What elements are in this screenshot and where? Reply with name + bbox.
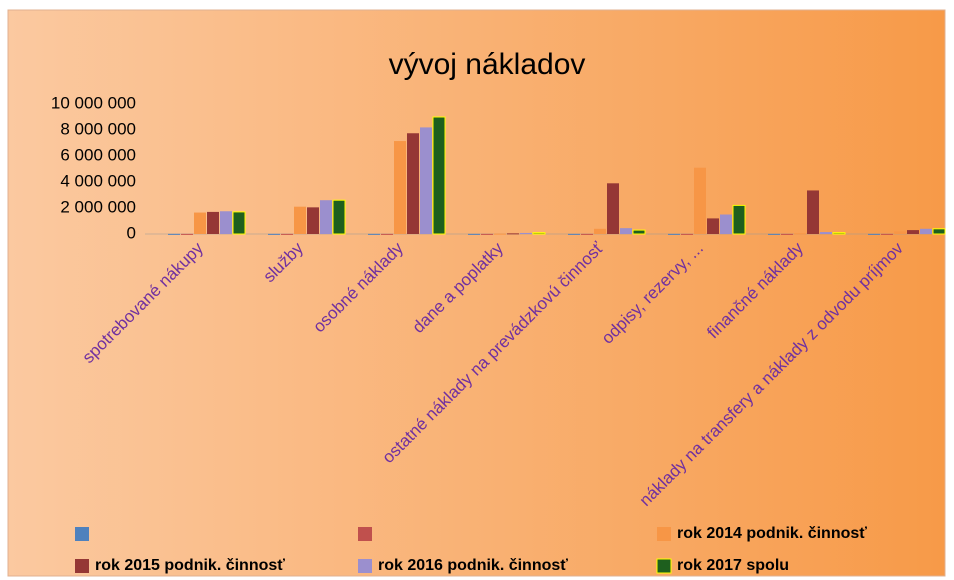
bar bbox=[481, 233, 493, 235]
bar bbox=[568, 233, 580, 235]
legend-swatch bbox=[358, 559, 372, 573]
bar bbox=[232, 211, 246, 235]
y-tick-label: 8 000 000 bbox=[60, 119, 136, 138]
bar bbox=[807, 190, 819, 234]
bar bbox=[520, 232, 532, 234]
bar bbox=[507, 233, 519, 235]
bar bbox=[832, 232, 846, 235]
bar bbox=[320, 200, 332, 234]
legend-label: rok 2017 spolu bbox=[677, 557, 789, 574]
bar bbox=[294, 206, 306, 234]
bar bbox=[332, 199, 346, 235]
bar bbox=[268, 233, 280, 235]
legend-swatch bbox=[358, 527, 372, 541]
bar bbox=[368, 233, 380, 235]
bar bbox=[894, 231, 906, 234]
bar bbox=[820, 232, 832, 234]
bar bbox=[420, 127, 432, 234]
legend-swatch bbox=[75, 527, 89, 541]
bar bbox=[532, 232, 546, 235]
y-tick-label: 2 000 000 bbox=[60, 197, 136, 216]
bar bbox=[307, 207, 319, 234]
bar bbox=[620, 228, 632, 234]
bar bbox=[732, 204, 746, 235]
bar bbox=[594, 228, 606, 234]
bar bbox=[920, 228, 932, 234]
legend-label: rok 2014 podnik. činnosť bbox=[677, 525, 867, 542]
legend-swatch bbox=[75, 559, 89, 573]
bar bbox=[220, 211, 232, 234]
bar bbox=[907, 230, 919, 234]
bar bbox=[720, 214, 732, 234]
bar bbox=[881, 233, 893, 235]
y-tick-label: 10 000 000 bbox=[51, 93, 136, 112]
bar bbox=[381, 233, 393, 235]
legend-label: rok 2016 podnik. činnosť bbox=[378, 557, 568, 574]
y-tick-label: 6 000 000 bbox=[60, 145, 136, 164]
bar bbox=[181, 233, 193, 235]
bar bbox=[207, 211, 219, 234]
bar bbox=[468, 233, 480, 235]
bar bbox=[694, 167, 706, 234]
bar bbox=[868, 233, 880, 235]
legend-swatch bbox=[657, 527, 671, 541]
bar bbox=[932, 228, 946, 235]
y-tick-label: 0 bbox=[127, 223, 136, 242]
bar bbox=[168, 233, 180, 235]
bar bbox=[581, 233, 593, 235]
bar bbox=[768, 233, 780, 235]
bar bbox=[432, 116, 446, 235]
bar bbox=[494, 233, 506, 235]
bar bbox=[781, 233, 793, 235]
legend-swatch bbox=[656, 558, 672, 574]
y-tick-label: 4 000 000 bbox=[60, 171, 136, 190]
bar bbox=[281, 233, 293, 235]
bar bbox=[794, 233, 806, 235]
legend-label: rok 2015 podnik. činnosť bbox=[95, 557, 285, 574]
bar bbox=[194, 212, 206, 234]
chart-background bbox=[7, 9, 946, 577]
bar bbox=[394, 141, 406, 234]
bar bbox=[407, 133, 419, 234]
bar bbox=[668, 233, 680, 235]
bar bbox=[681, 233, 693, 235]
bar bbox=[632, 229, 646, 235]
bar bbox=[707, 218, 719, 234]
chart-title: vývoj nákladov bbox=[389, 48, 586, 81]
bar bbox=[607, 183, 619, 234]
